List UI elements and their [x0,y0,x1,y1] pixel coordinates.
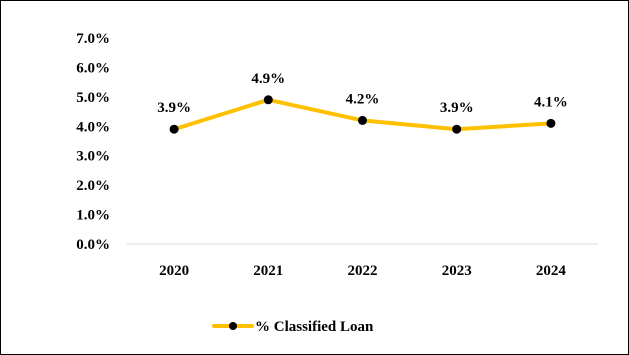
data-labels: 3.9% 4.9% 4.2% 3.9% 4.1% [157,71,568,116]
y-tick-label: 4.0% [76,119,110,135]
data-point-marker [169,124,179,134]
data-point-marker [452,124,462,134]
x-tick-label: 2024 [536,263,567,279]
legend-label: % Classified Loan [255,319,374,335]
legend-marker [229,322,237,330]
data-point-marker [546,118,556,128]
y-tick-label: 6.0% [76,60,110,76]
y-tick-label: 1.0% [76,208,110,224]
y-tick-label: 7.0% [76,31,110,47]
x-axis-tick-labels: 2020 2021 2022 2023 2024 [159,263,566,279]
y-axis-tick-labels: 0.0% 1.0% 2.0% 3.0% 4.0% 5.0% 6.0% 7.0% [76,31,110,253]
data-label: 3.9% [157,100,191,116]
series-markers [169,95,556,134]
data-point-marker [358,115,367,125]
x-tick-label: 2020 [159,263,189,279]
legend: % Classified Loan [212,319,374,335]
y-tick-label: 2.0% [76,178,110,194]
data-label: 3.9% [440,100,474,116]
y-tick-label: 0.0% [76,237,110,253]
data-point-marker [263,95,273,105]
data-label: 4.1% [534,94,568,110]
data-label: 4.2% [346,91,380,107]
x-tick-label: 2021 [253,263,283,279]
y-tick-label: 5.0% [76,90,110,106]
x-tick-label: 2022 [348,263,378,279]
y-tick-label: 3.0% [76,149,110,165]
x-tick-label: 2023 [442,263,472,279]
data-label: 4.9% [251,71,285,87]
